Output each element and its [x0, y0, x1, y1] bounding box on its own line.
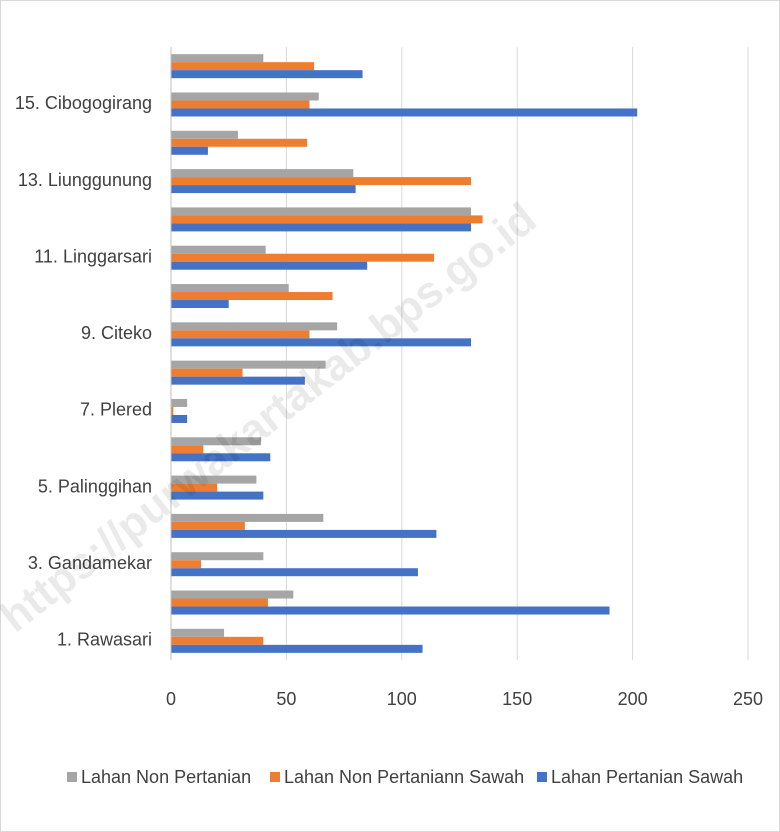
- bar: [171, 414, 188, 423]
- y-tick-label: 9. Citeko: [81, 323, 152, 343]
- bar: [171, 130, 238, 139]
- bar: [171, 568, 418, 577]
- bar: [171, 560, 202, 569]
- bar: [171, 360, 326, 369]
- bar: [171, 406, 174, 415]
- legend-swatch: [537, 772, 547, 782]
- legend-label: Lahan Pertanian Sawah: [551, 767, 743, 787]
- bar: [171, 253, 435, 262]
- legend-swatch: [67, 772, 77, 782]
- bar: [171, 108, 638, 117]
- bar: [171, 207, 472, 216]
- bar: [171, 445, 204, 454]
- bar: [171, 453, 271, 462]
- bar: [171, 437, 262, 446]
- bar: [171, 62, 315, 71]
- bar: [171, 513, 324, 522]
- bar: [171, 284, 289, 293]
- bar: [171, 606, 610, 615]
- bar: [171, 376, 305, 385]
- bar: [171, 169, 354, 178]
- y-tick-label: 11. Linggarsari: [34, 246, 152, 266]
- bar: [171, 628, 225, 637]
- bar: [171, 245, 266, 254]
- bar: [171, 92, 319, 101]
- bar: [171, 475, 257, 484]
- bar: [171, 491, 264, 500]
- y-tick-label: 5. Palinggihan: [38, 476, 152, 496]
- bar: [171, 590, 294, 599]
- bar: [171, 146, 208, 155]
- bar: [171, 223, 472, 232]
- bar: [171, 185, 356, 194]
- bar: [171, 521, 245, 530]
- bar: [171, 644, 423, 653]
- x-tick-label: 100: [387, 689, 417, 709]
- bar: [171, 215, 483, 224]
- bar: [171, 138, 308, 147]
- y-tick-label: 15. Cibogogirang: [15, 93, 152, 113]
- x-tick-label: 0: [166, 689, 176, 709]
- bar: [171, 598, 268, 607]
- bar: [171, 54, 264, 63]
- bar: [171, 398, 188, 407]
- y-tick-label: 1. Rawasari: [57, 630, 152, 650]
- bar: [171, 330, 310, 339]
- bar: [171, 636, 264, 645]
- bar: [171, 261, 368, 270]
- bar: [171, 292, 333, 301]
- y-tick-label: 7. Plered: [80, 400, 152, 420]
- bar: [171, 338, 472, 347]
- bar: [171, 300, 229, 309]
- x-tick-label: 50: [276, 689, 296, 709]
- bar: [171, 552, 264, 561]
- bar: [171, 177, 472, 186]
- legend-label: Lahan Non Pertanian: [81, 767, 251, 787]
- y-tick-label: 3. Gandamekar: [28, 553, 152, 573]
- x-tick-label: 250: [733, 689, 763, 709]
- bar: [171, 368, 243, 377]
- y-tick-label: 13. Liunggunung: [18, 170, 152, 190]
- bar: [171, 322, 338, 331]
- bar: [171, 100, 310, 109]
- bar: [171, 483, 218, 492]
- legend-swatch: [270, 772, 280, 782]
- x-tick-label: 200: [618, 689, 648, 709]
- bar: [171, 70, 363, 79]
- legend-label: Lahan Non Pertaniann Sawah: [284, 767, 524, 787]
- x-tick-label: 150: [502, 689, 532, 709]
- bar: [171, 529, 437, 538]
